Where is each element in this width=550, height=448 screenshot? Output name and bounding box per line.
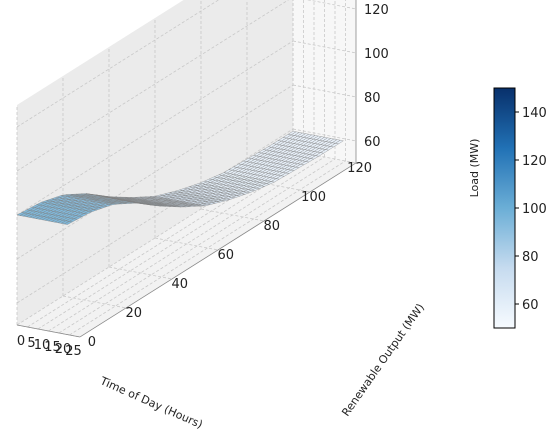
z-tick-label: 100 <box>364 47 389 62</box>
x-tick-label: 15 <box>44 340 61 355</box>
y-tick-label: 60 <box>217 248 234 263</box>
gridline <box>16 40 294 216</box>
y-tick-label: 0 <box>88 335 96 350</box>
x-tick-label: 0 <box>17 334 25 349</box>
y-tick-label: 80 <box>263 219 280 234</box>
x-tick-label: 20 <box>55 342 72 357</box>
colorbar <box>493 87 516 329</box>
x-tick-label: 5 <box>27 336 35 351</box>
z-tick-label: 80 <box>364 91 381 106</box>
y-tick-label: 20 <box>125 306 142 321</box>
colorbar-tick-label: 60 <box>522 298 539 313</box>
axis-edge <box>79 162 357 338</box>
gridline <box>69 160 346 336</box>
gridline <box>62 295 127 309</box>
gridline <box>200 208 265 222</box>
colorbar-tick-label: 80 <box>522 250 539 265</box>
z-axis-label: Load (MW) <box>468 139 481 198</box>
gridline <box>16 128 294 304</box>
gridline <box>16 0 289 172</box>
surface-patch <box>334 140 344 145</box>
y-axis-label: Renewable Output (MW) <box>339 301 427 419</box>
gridline <box>108 266 173 280</box>
colorbar-tick-label: 140 <box>522 106 547 121</box>
y-tick-label: 120 <box>347 161 372 176</box>
gridline <box>154 237 219 251</box>
colorbar-tick-label: 120 <box>522 154 547 169</box>
colorbar-tick-label: 100 <box>522 202 547 217</box>
gridline <box>292 128 357 142</box>
y-tick-label: 100 <box>301 190 326 205</box>
gridline <box>306 0 357 10</box>
x-tick-label: 10 <box>34 338 51 353</box>
surface-mesh <box>16 131 344 225</box>
x-axis-label: Time of Day (Hours) <box>97 374 204 431</box>
colorbar-ticks: 60 80 100 120 140 <box>515 106 547 313</box>
gridline <box>292 84 357 98</box>
axis-ticks: 05101520250204060801001206080100120140 <box>17 3 389 359</box>
z-tick-label: 60 <box>364 135 381 150</box>
axis-edge <box>16 324 81 338</box>
z-tick-label: 120 <box>364 3 389 18</box>
x-tick-label: 25 <box>65 344 82 359</box>
y-tick-label: 40 <box>171 277 188 292</box>
gridline <box>16 84 294 260</box>
gridline <box>292 40 357 54</box>
